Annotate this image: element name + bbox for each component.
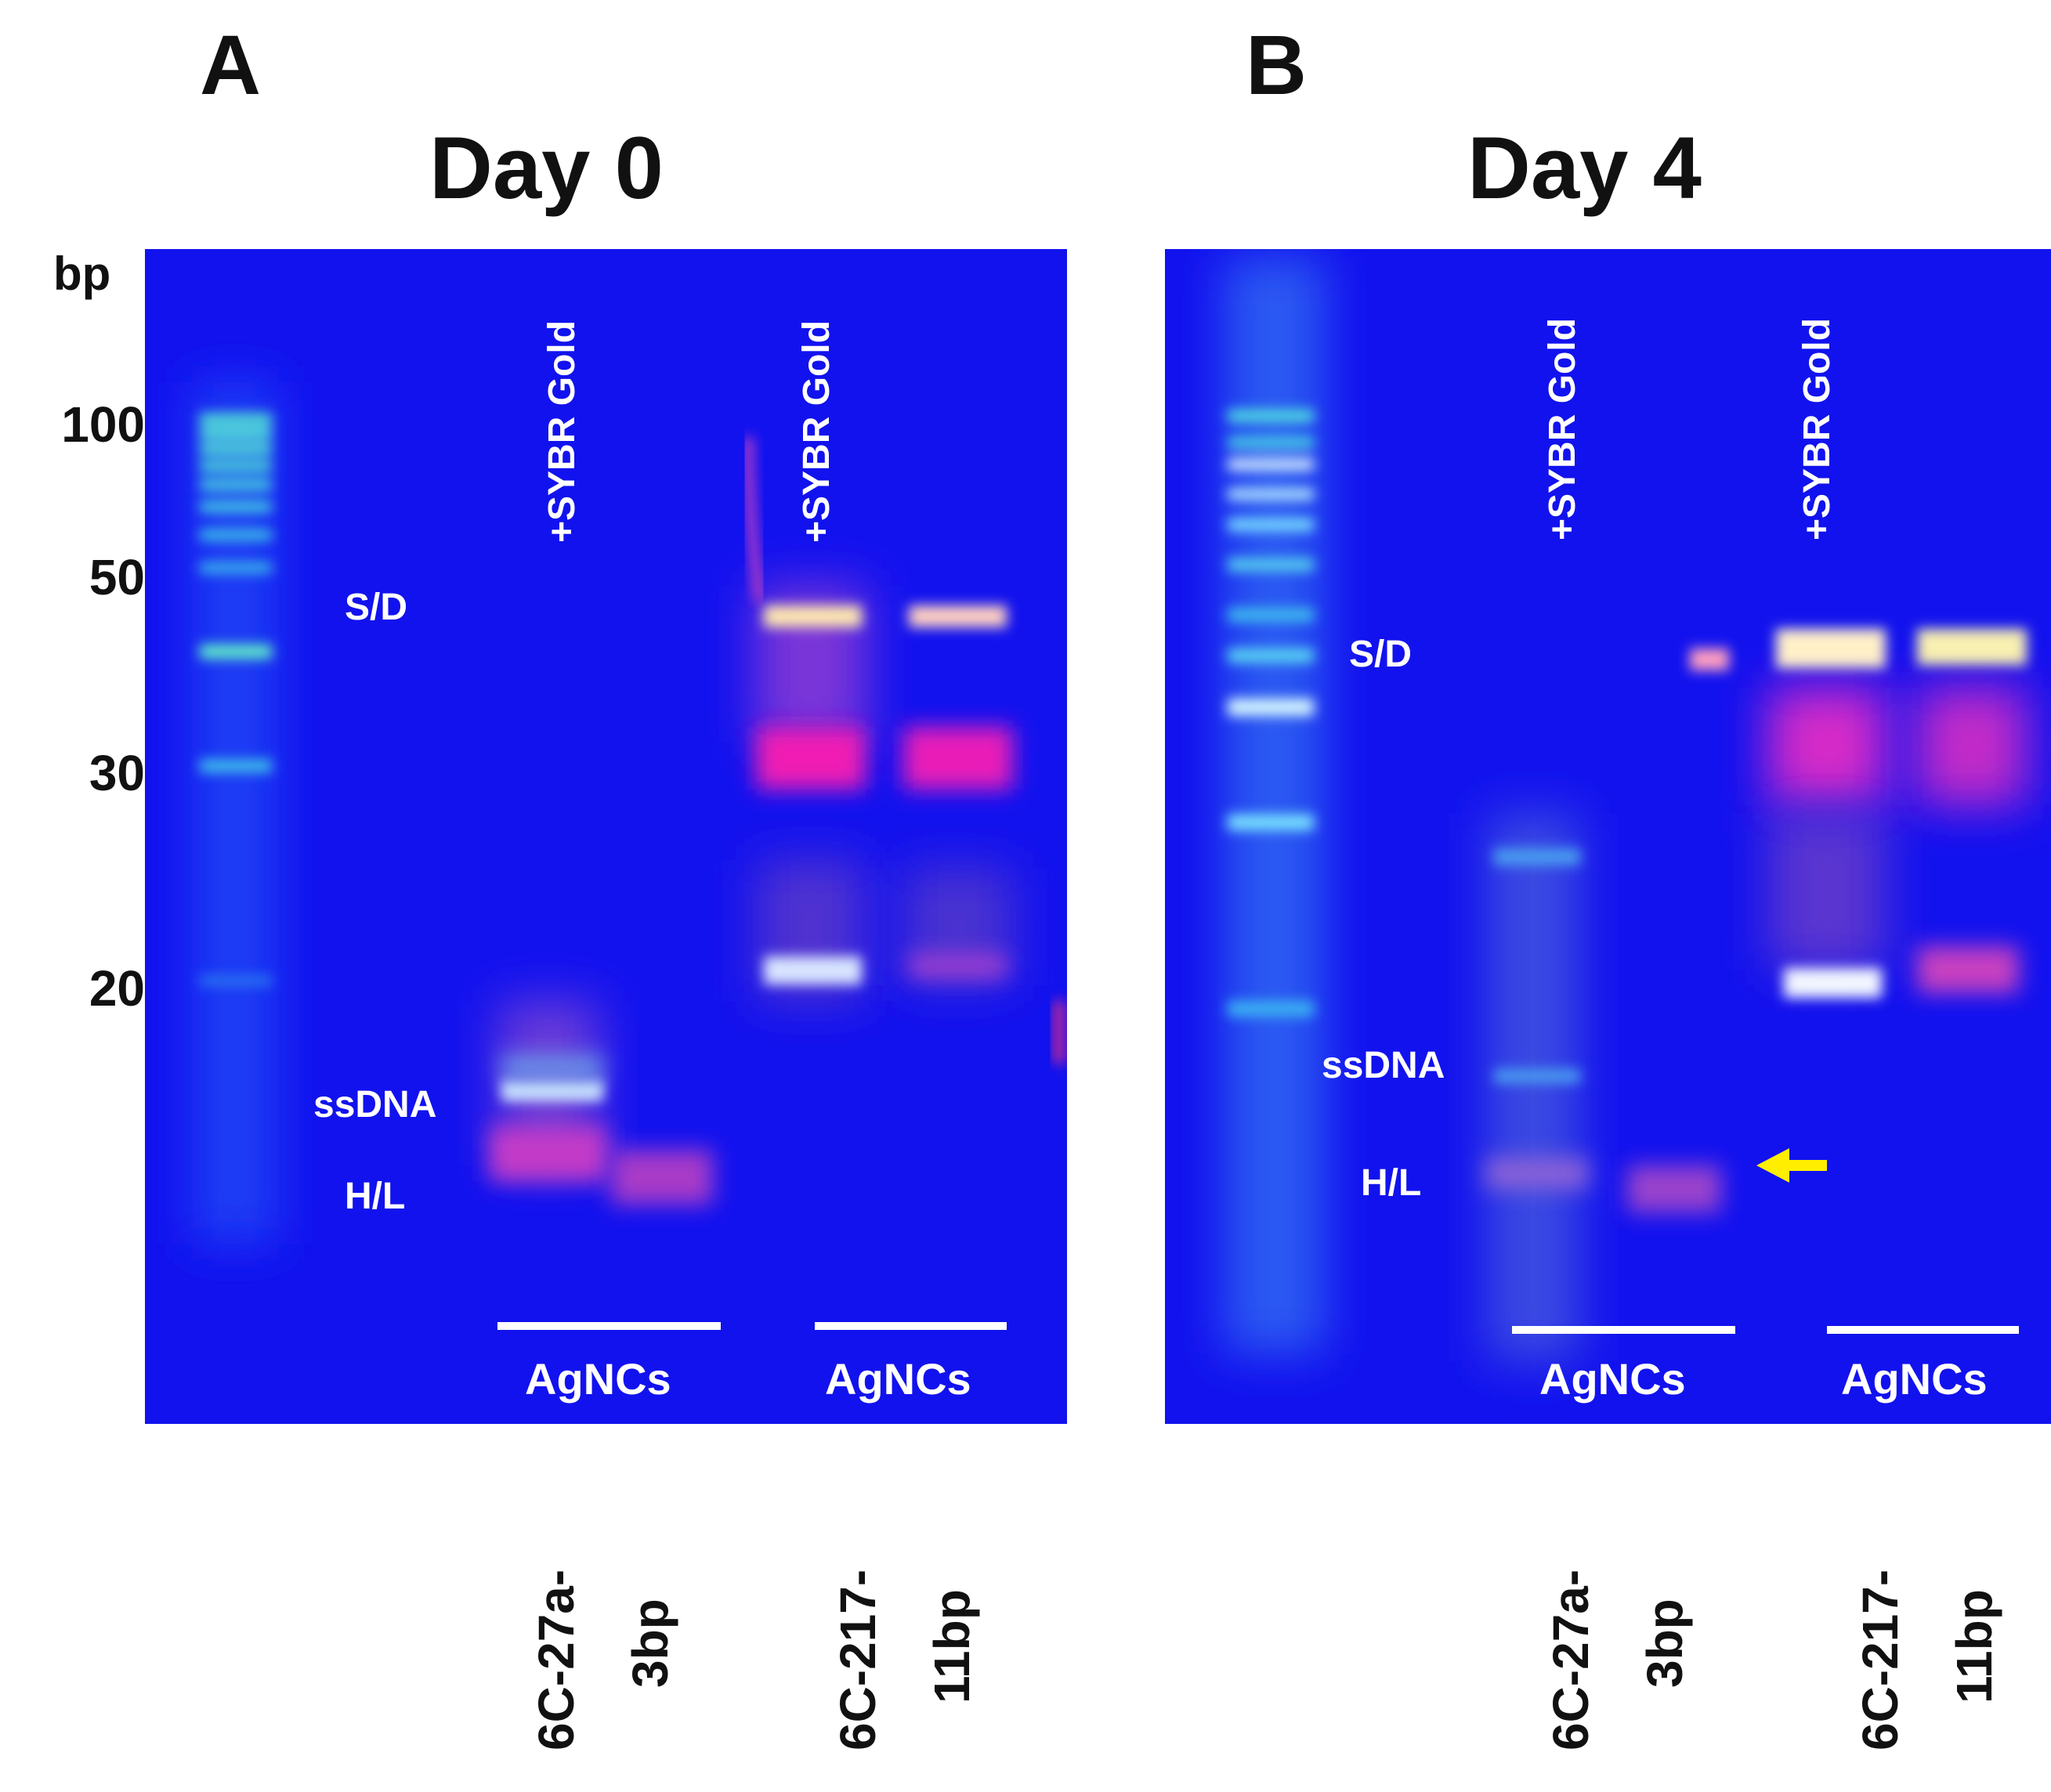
ladder-bands-b [1228, 410, 1314, 1017]
agncs-label-a-1: AgNCs [525, 1354, 671, 1404]
agncs-line-b-1 [1512, 1326, 1735, 1334]
panel-title-a: Day 0 [429, 119, 664, 217]
agncs-label-b-1: AgNCs [1539, 1354, 1686, 1404]
sample-label-b-2-line1: 6C-217- [1852, 1569, 1908, 1750]
agncs-label-b-2: AgNCs [1841, 1354, 1988, 1404]
band-label-sd-b: S/D [1349, 634, 1413, 675]
bp-marker-50: 50 [89, 549, 145, 605]
band-label-sd-a: S/D [345, 587, 408, 628]
gel-image-day-4: +SYBR Gold +SYBR Gold S/D ssDNA H/L AgNC… [1165, 249, 2051, 1424]
panel-title-b: Day 4 [1467, 119, 1702, 217]
sybr-label-a-1: +SYBR Gold [541, 320, 583, 543]
agncs-line-a-1 [497, 1322, 721, 1330]
sybr-label-a-2: +SYBR Gold [796, 320, 837, 543]
sample-label-b-2-line2: 11bp [1946, 1589, 2002, 1703]
yellow-arrow-icon [1756, 1148, 1827, 1183]
sample-label-b-1-line1: 6C-27a- [1543, 1569, 1599, 1750]
bp-marker-20: 20 [89, 960, 145, 1017]
band-label-hl-b: H/L [1361, 1162, 1422, 1204]
sybr-label-b-1: +SYBR Gold [1542, 317, 1583, 540]
bp-marker-30: 30 [89, 745, 145, 801]
sample-label-a-1-line1: 6C-27a- [528, 1569, 584, 1750]
bp-marker-100: 100 [61, 396, 145, 453]
panel-letter-b: B [1246, 17, 1307, 112]
sample-label-a-2-line1: 6C-217- [830, 1569, 886, 1750]
agncs-line-a-2 [815, 1322, 1007, 1330]
bp-unit-label: bp [53, 247, 111, 300]
ladder-bands-a [200, 414, 272, 985]
sample-label-a-2-line2: 11bp [924, 1589, 980, 1703]
band-label-hl-a: H/L [345, 1176, 406, 1217]
sample-label-a-1-line2: 3bp [622, 1599, 678, 1688]
band-label-ssdna-b: ssDNA [1322, 1045, 1445, 1086]
sybr-label-b-2: +SYBR Gold [1796, 317, 1838, 540]
sample-label-b-1-line2: 3bp [1637, 1599, 1693, 1688]
agncs-label-a-2: AgNCs [825, 1354, 971, 1404]
band-label-ssdna-a: ssDNA [313, 1084, 437, 1125]
agncs-line-b-2 [1827, 1326, 2019, 1334]
gel-image-day-0: +SYBR Gold +SYBR Gold S/D ssDNA H/L AgNC… [145, 249, 1067, 1424]
panel-letter-a: A [200, 17, 261, 112]
